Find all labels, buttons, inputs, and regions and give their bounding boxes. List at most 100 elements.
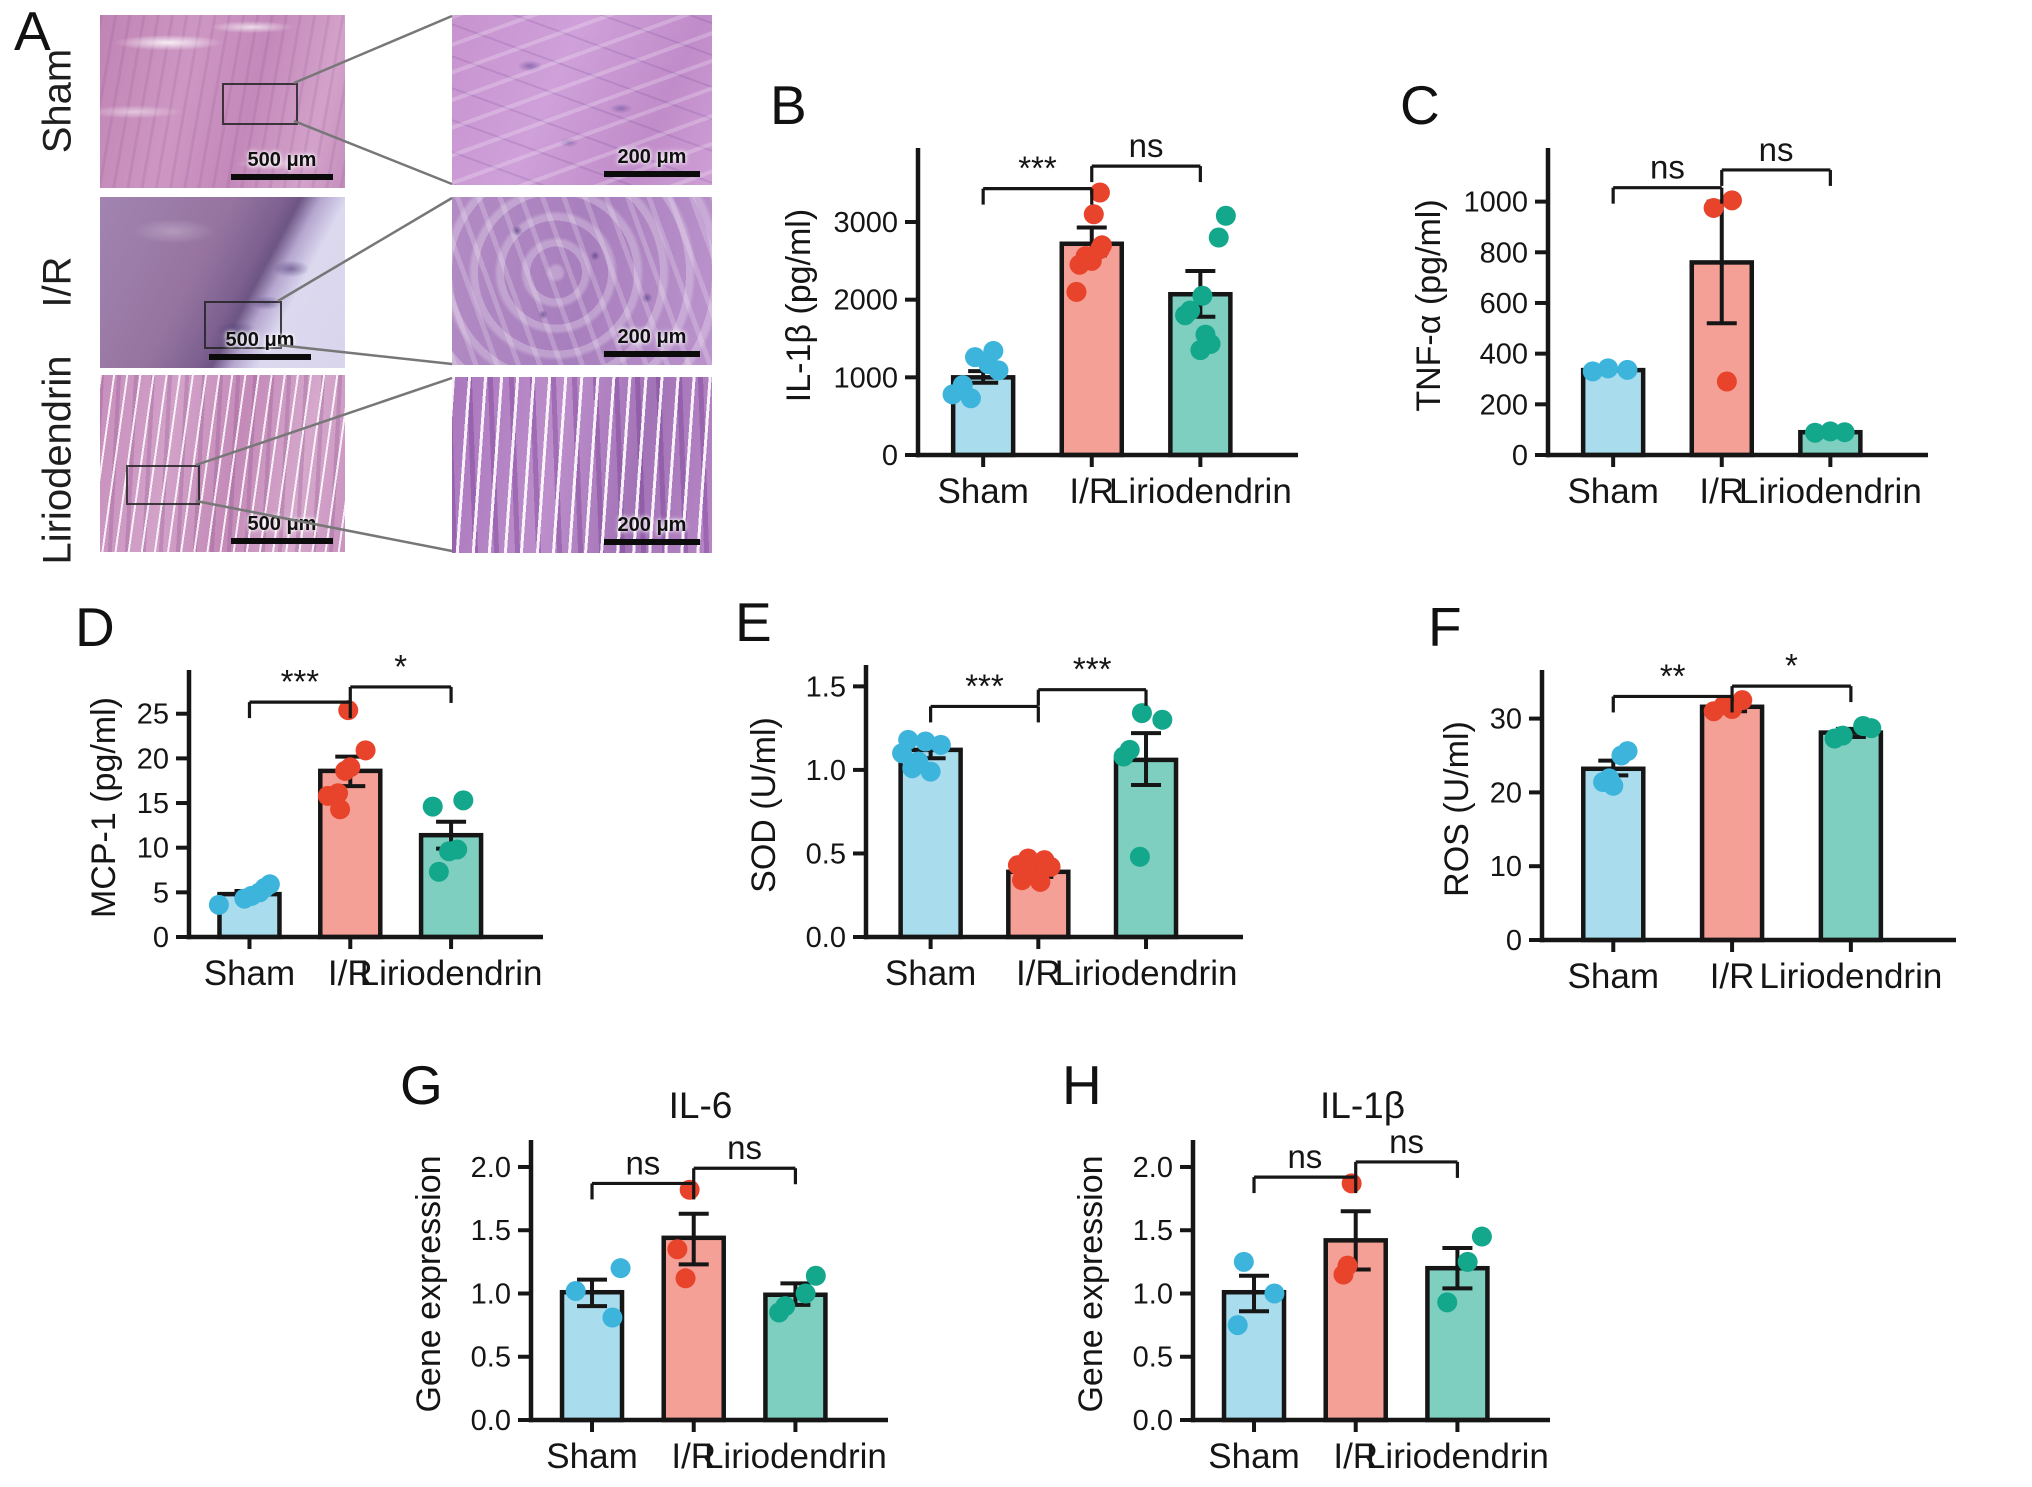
svg-text:30: 30 (1490, 704, 1522, 736)
micrograph-ir-high-mag: 200 μm (452, 197, 712, 365)
svg-text:2.0: 2.0 (1133, 1152, 1173, 1184)
svg-text:1.0: 1.0 (806, 755, 846, 787)
panel-g-letter: G (400, 1054, 443, 1116)
svg-text:Sham: Sham (885, 954, 976, 993)
scale-bar: 200 μm (604, 146, 700, 177)
panel-h-letter: H (1062, 1054, 1102, 1116)
svg-text:IL-6: IL-6 (669, 1085, 733, 1126)
row-label-liriodendrin: Liriodendrin (35, 355, 80, 565)
panel-b-letter: B (770, 74, 807, 136)
svg-text:0: 0 (882, 440, 898, 472)
svg-text:200: 200 (1480, 389, 1528, 421)
scale-bar-label: 200 μm (617, 146, 687, 168)
svg-text:*: * (1785, 647, 1798, 684)
svg-text:20: 20 (1490, 777, 1522, 809)
svg-text:Liriodendrin: Liriodendrin (1759, 957, 1942, 996)
svg-text:5: 5 (153, 877, 169, 909)
panel-e-letter: E (735, 591, 772, 653)
svg-text:800: 800 (1480, 237, 1528, 269)
scale-bar-label: 500 μm (247, 513, 317, 535)
svg-text:***: *** (965, 667, 1004, 704)
panel-f-letter: F (1428, 596, 1462, 658)
svg-text:0.5: 0.5 (471, 1342, 511, 1374)
svg-text:ns: ns (1759, 131, 1794, 168)
svg-text:Gene expression: Gene expression (1072, 1155, 1110, 1412)
svg-text:2000: 2000 (833, 285, 898, 317)
panel-a-histology: A Sham I/R Liriodendrin 500 μm 200 μm 50… (0, 0, 770, 595)
scale-bar: 500 μm (231, 149, 333, 180)
row-label-ir: I/R (35, 256, 80, 308)
micrograph-liriodendrin-low-mag: 500 μm (100, 375, 345, 552)
svg-text:**: ** (1660, 657, 1686, 694)
svg-text:25: 25 (137, 699, 169, 731)
scale-bar-label: 200 μm (617, 326, 687, 348)
svg-text:MCP-1 (pg/ml): MCP-1 (pg/ml) (85, 697, 123, 918)
svg-text:1.5: 1.5 (1133, 1215, 1173, 1247)
panel-g: G 0.0 0.5 1.0 1.5 2.0 Sham I/R Liriodendrin Gene… (400, 1058, 890, 1486)
svg-text:I/R: I/R (1333, 1437, 1378, 1476)
zoom-region-outline (126, 465, 200, 505)
svg-text:0: 0 (1506, 925, 1522, 957)
micrograph-sham-low-mag: 500 μm (100, 15, 345, 188)
svg-text:IL-1β: IL-1β (1320, 1085, 1405, 1126)
svg-text:Sham: Sham (1568, 957, 1659, 996)
micrograph-ir-low-mag: 500 μm (100, 197, 345, 368)
micrograph-liriodendrin-high-mag: 200 μm (452, 377, 712, 553)
panel-e: E 0.0 0.5 1.0 1.5 Sham I/R Liriodendrin SOD (U/… (735, 595, 1245, 1003)
svg-text:0.0: 0.0 (806, 922, 846, 954)
scale-bar-label: 500 μm (225, 329, 295, 351)
zoom-region-outline (222, 83, 298, 125)
svg-text:Sham: Sham (1208, 1437, 1299, 1476)
svg-text:Liriodendrin: Liriodendrin (1739, 472, 1922, 511)
svg-text:***: *** (1018, 150, 1057, 187)
svg-text:ns: ns (1650, 149, 1685, 186)
svg-text:I/R: I/R (1710, 957, 1755, 996)
svg-text:2.0: 2.0 (471, 1152, 511, 1184)
svg-text:0.0: 0.0 (1133, 1405, 1173, 1437)
svg-text:*: * (394, 648, 407, 685)
panel-c: C 0 200 400 600 800 1000 Sham I/R Liriodendrin TN… (1400, 78, 1930, 521)
svg-text:Liriodendrin: Liriodendrin (360, 954, 543, 993)
svg-text:0: 0 (1512, 440, 1528, 472)
svg-text:3000: 3000 (833, 207, 898, 239)
svg-text:I/R: I/R (1016, 954, 1061, 993)
svg-text:600: 600 (1480, 288, 1528, 320)
panel-f: F 0 10 20 30 Sham I/R Liriodendrin ROS (U/ml) **… (1428, 600, 1958, 1006)
svg-text:0.5: 0.5 (1133, 1342, 1173, 1374)
panel-d: D 0 5 10 15 20 25 Sham I/R Liriodendrin MCP-1 (pg… (75, 600, 545, 1003)
svg-text:IL-1β (pg/ml): IL-1β (pg/ml) (780, 209, 818, 402)
svg-text:Liriodendrin: Liriodendrin (1366, 1437, 1549, 1476)
svg-text:1.5: 1.5 (471, 1215, 511, 1247)
micrograph-sham-high-mag: 200 μm (452, 15, 712, 185)
scale-bar-line (604, 539, 700, 545)
svg-text:20: 20 (137, 743, 169, 775)
svg-text:Liriodendrin: Liriodendrin (704, 1437, 887, 1476)
scale-bar-label: 200 μm (617, 514, 687, 536)
scale-bar-line (231, 174, 333, 180)
svg-text:I/R: I/R (1069, 472, 1114, 511)
svg-text:1.5: 1.5 (806, 671, 846, 703)
svg-text:0: 0 (153, 922, 169, 954)
scale-bar-line (231, 538, 333, 544)
svg-text:ns: ns (1389, 1123, 1424, 1160)
panel-c-letter: C (1400, 74, 1440, 136)
svg-text:Liriodendrin: Liriodendrin (1109, 472, 1292, 511)
panel-h: H 0.0 0.5 1.0 1.5 2.0 Sham I/R Liriodendrin Gene… (1062, 1058, 1552, 1486)
svg-text:ns: ns (727, 1129, 762, 1166)
svg-text:Liriodendrin: Liriodendrin (1055, 954, 1238, 993)
svg-text:400: 400 (1480, 339, 1528, 371)
svg-text:***: *** (281, 663, 320, 700)
svg-text:TNF-α (pg/ml): TNF-α (pg/ml) (1410, 199, 1448, 411)
svg-text:1000: 1000 (1463, 187, 1528, 219)
scale-bar-line (604, 351, 700, 357)
svg-text:ns: ns (1129, 127, 1164, 164)
svg-text:15: 15 (137, 788, 169, 820)
scale-bar-label: 500 μm (247, 149, 317, 171)
